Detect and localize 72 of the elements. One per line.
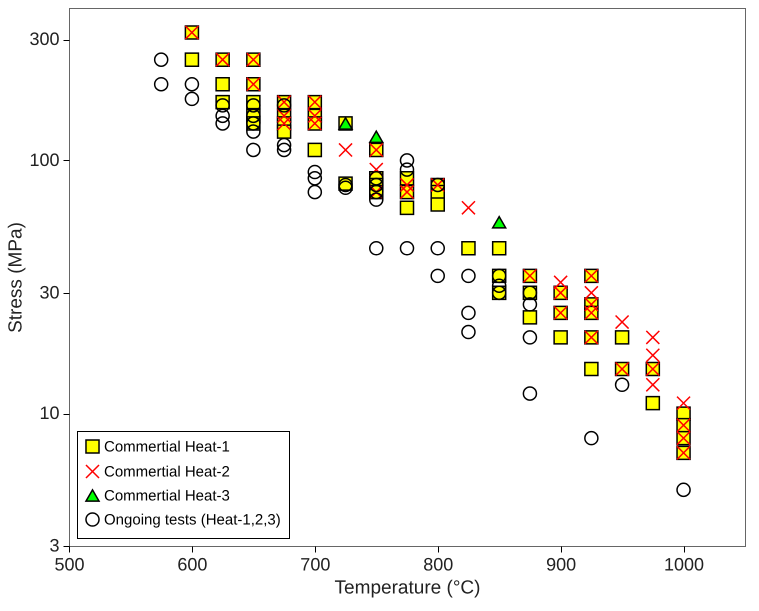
point [369,240,384,256]
point [492,216,506,229]
point [308,142,322,158]
point [215,116,230,131]
legend-label: Commertial Heat-3 [104,488,230,504]
point [400,178,414,192]
point [522,330,538,345]
point [584,362,599,376]
point [369,192,384,207]
point [400,240,414,256]
point [308,164,322,180]
point [522,297,538,312]
point [400,200,414,216]
point [614,330,630,345]
legend-label: Commertial Heat-2 [104,464,230,480]
point [676,482,691,498]
y-axis-title: Stress (MPa) [5,222,26,333]
point [369,130,384,144]
point [369,162,384,177]
point [276,98,292,113]
point [184,76,200,92]
point [430,197,445,212]
point [338,180,353,196]
point [614,378,630,392]
point [522,386,538,401]
point [400,162,414,177]
point [276,138,292,152]
point [215,76,230,92]
point [246,98,261,113]
legend-label: Commertial Heat-1 [104,438,230,456]
point [154,76,168,92]
point [461,240,476,256]
y-tick-label: 30 [39,282,60,302]
x-tick-label: 700 [300,554,330,574]
point [461,268,476,284]
point [676,396,691,410]
point [400,153,414,168]
point [461,200,476,216]
point [276,142,292,158]
point [584,430,599,446]
point [308,171,322,186]
x-tick-label: 500 [54,554,85,574]
point [522,310,538,325]
point [492,240,506,256]
point [246,124,261,139]
x-tick-label: 1000 [664,554,704,574]
point [184,52,200,67]
point [215,98,230,113]
y-tick-label: 300 [29,29,60,50]
point [246,142,261,158]
y-tick-label: 10 [39,403,60,424]
point [492,278,506,293]
x-tick-label: 900 [546,554,576,574]
point [553,330,568,345]
point [184,92,200,106]
legend-label: Ongoing tests (Heat-1,2,3) [104,512,281,528]
point [430,268,445,284]
point [308,184,322,200]
y-tick-label: 3 [49,536,60,556]
point [154,52,168,67]
y-tick-label: 100 [29,150,60,170]
point [646,330,660,345]
point [215,108,230,124]
x-tick-label: 600 [177,554,208,574]
point [338,142,353,158]
point [461,306,476,320]
point [461,324,476,340]
point [614,314,630,330]
x-axis-title: Temperature (°C) [334,578,480,598]
point [646,396,660,410]
x-tick-label: 800 [423,554,454,574]
point [430,240,445,256]
